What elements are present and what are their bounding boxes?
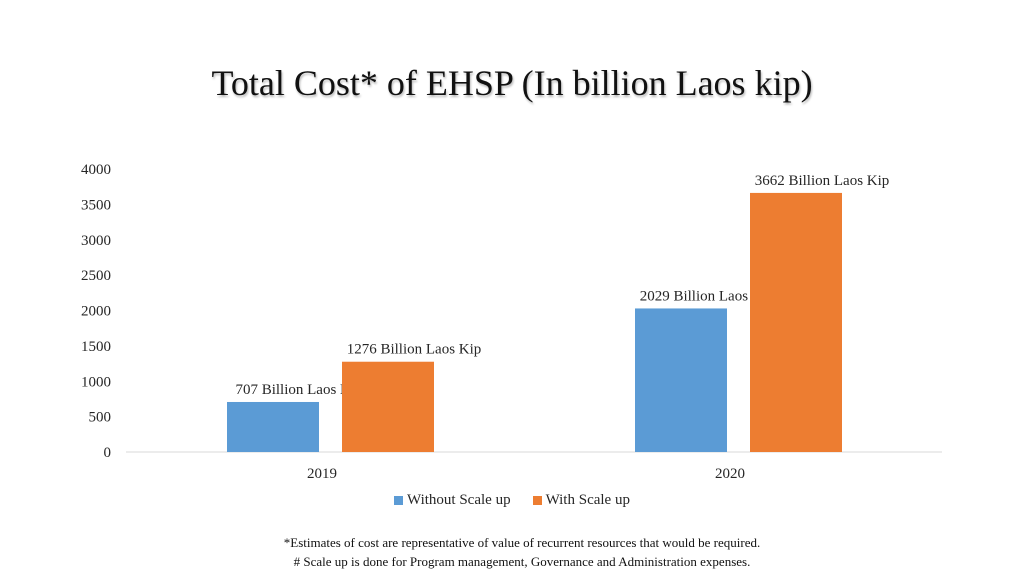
footnote-scale-up: # Scale up is done for Program managemen… — [293, 554, 751, 569]
y-tick-label: 500 — [89, 410, 112, 426]
y-tick-label: 3000 — [81, 233, 111, 249]
legend-label-without-scale-up: Without Scale up — [407, 492, 511, 508]
x-tick-label: 2020 — [715, 466, 745, 482]
bar-with-scale-up-2019 — [342, 361, 434, 452]
x-tick-label: 2019 — [307, 466, 337, 482]
bar-with-scale-up-2020 — [750, 192, 842, 452]
footnote-estimates: *Estimates of cost are representative of… — [283, 535, 761, 550]
bar-without-scale-up-2019 — [227, 401, 319, 452]
bar-without-scale-up-2020 — [635, 308, 727, 452]
data-label: 1276 Billion Laos Kip — [347, 342, 482, 358]
y-tick-label: 2500 — [81, 268, 111, 284]
y-tick-label: 4000 — [81, 162, 111, 178]
y-tick-label: 2000 — [81, 304, 111, 320]
y-tick-label: 0 — [104, 445, 112, 461]
chart-title: Total Cost* of EHSP (In billion Laos kip… — [211, 63, 813, 103]
y-tick-label: 1000 — [81, 374, 111, 390]
data-label: 2029 Billion Laos Kip — [640, 288, 775, 304]
y-tick-label: 3500 — [81, 197, 111, 213]
legend-item-with-scale-up: With Scale up — [532, 492, 630, 509]
legend: Without Scale up With Scale up — [0, 492, 1024, 509]
legend-swatch-with-scale-up — [532, 496, 542, 505]
legend-label-with-scale-up: With Scale up — [545, 492, 630, 508]
legend-swatch-without-scale-up — [394, 496, 404, 505]
data-label: 707 Billion Laos Kip — [235, 382, 362, 398]
legend-item-without-scale-up: Without Scale up — [394, 492, 511, 509]
data-label: 3662 Billion Laos Kip — [755, 173, 890, 189]
footnotes: *Estimates of cost are representative of… — [0, 533, 1024, 571]
y-tick-label: 1500 — [81, 339, 111, 355]
